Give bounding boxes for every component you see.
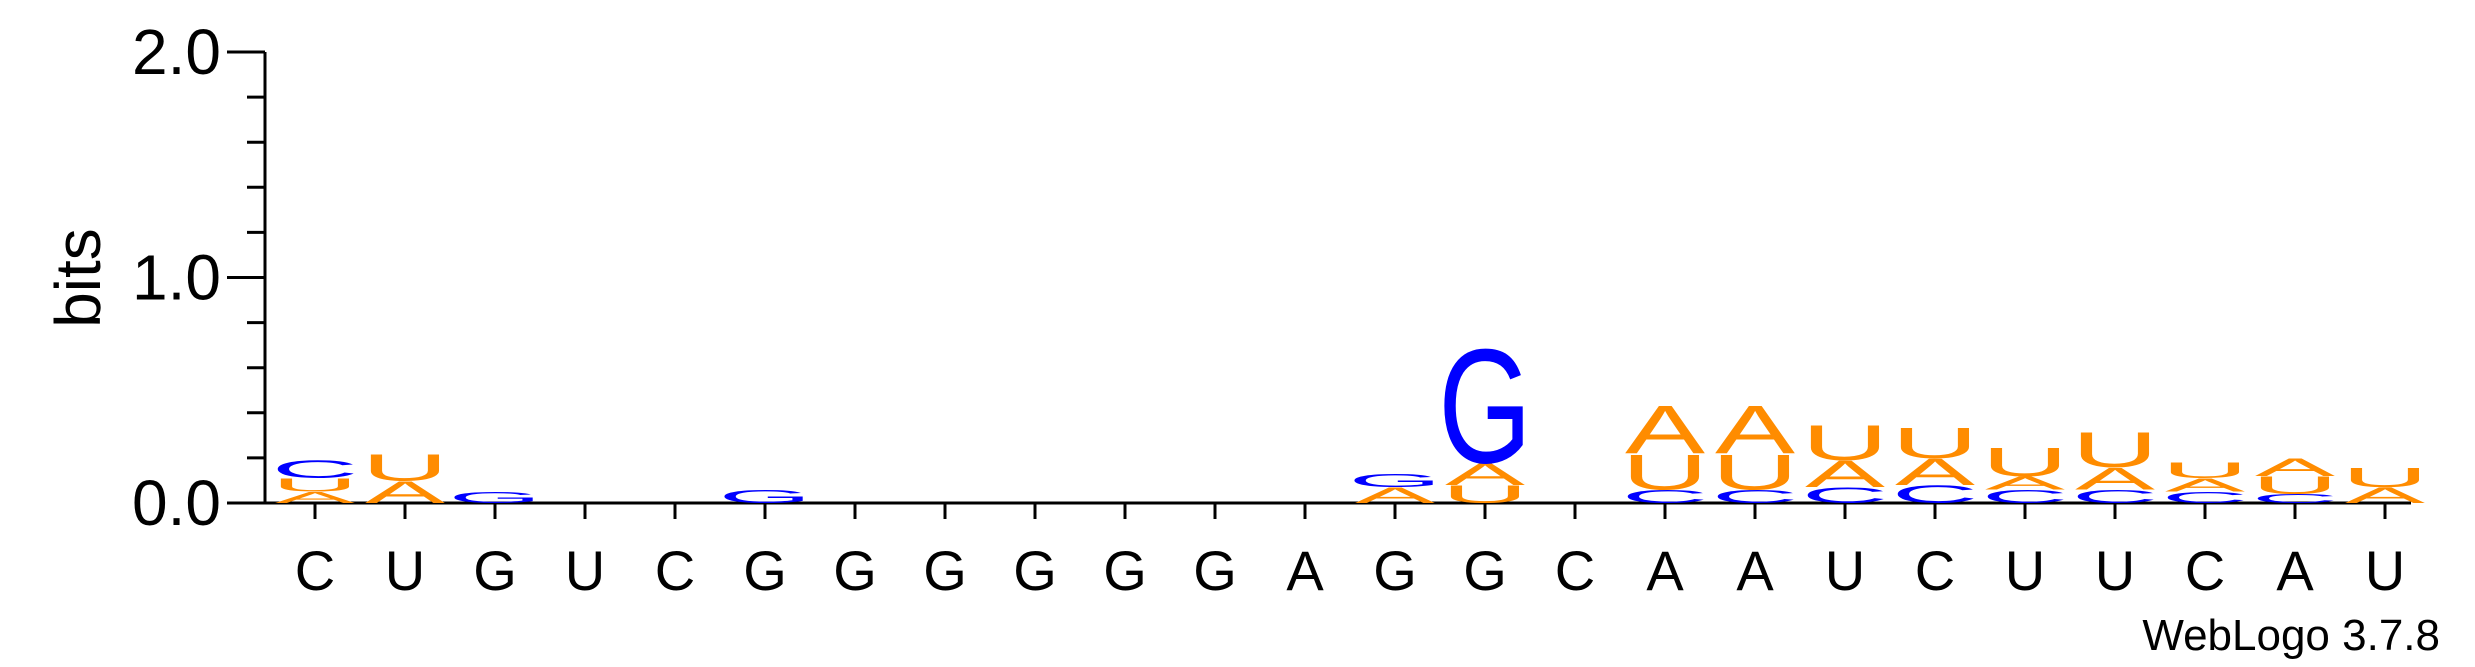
x-tick-label: G	[473, 539, 517, 602]
x-tick-label: C	[295, 539, 335, 602]
x-tick-label: A	[1286, 539, 1324, 602]
logo-letter-A: A	[2075, 461, 2156, 496]
logo-letter-C: C	[2252, 492, 2339, 506]
logo-letter-G: G	[1438, 316, 1531, 498]
y-tick-label: 1.0	[132, 242, 221, 314]
logo-letter-A: A	[365, 475, 446, 510]
logo-letter-A: A	[2165, 475, 2246, 496]
logo-letter-U: U	[2342, 462, 2429, 493]
logo-letter-C: C	[2162, 489, 2249, 506]
x-tick-label: G	[1013, 539, 1057, 602]
x-tick-label: G	[1193, 539, 1237, 602]
x-tick-label: C	[1915, 539, 1955, 602]
x-tick-label: A	[2276, 539, 2314, 602]
x-tick-label: U	[2365, 539, 2405, 602]
logo-letter-C: C	[272, 456, 359, 484]
logo-letter-U: U	[1622, 445, 1709, 501]
logo-letter-C: C	[2072, 486, 2159, 507]
logo-letter-U: U	[2252, 472, 2339, 500]
weblogo-credit: WebLogo 3.7.8	[2142, 611, 2440, 660]
x-tick-label: U	[385, 539, 425, 602]
logo-letter-A: A	[1625, 391, 1706, 468]
x-tick-label: A	[1646, 539, 1684, 602]
y-tick-label: 2.0	[132, 16, 221, 88]
logo-letter-U: U	[1802, 415, 1889, 471]
logo-letter-C: C	[1802, 483, 1889, 507]
logo-letter-U: U	[2072, 422, 2159, 478]
logo-letter-A: A	[2345, 483, 2426, 507]
logo-letter-A: A	[1355, 483, 1436, 507]
logo-letter-A: A	[1985, 473, 2066, 494]
x-tick-label: G	[743, 539, 787, 602]
logo-letter-A: A	[1895, 451, 1976, 493]
x-tick-label: C	[2185, 539, 2225, 602]
x-tick-label: G	[833, 539, 877, 602]
logo-letter-U: U	[2162, 459, 2249, 483]
logo-letter-C: C	[1622, 486, 1709, 507]
logo-letter-U: U	[1712, 445, 1799, 501]
logo-letter-G: G	[448, 489, 541, 506]
x-tick-label: G	[1463, 539, 1507, 602]
y-tick-label: 0.0	[132, 467, 221, 539]
logo-letter-A: A	[1715, 391, 1796, 468]
x-tick-label: G	[1373, 539, 1417, 602]
logo-letter-A: A	[1805, 453, 1886, 495]
logo-letter-U: U	[362, 447, 449, 489]
y-ticks: 0.0 1.0 2.0	[132, 16, 265, 539]
logo-letter-A: A	[275, 489, 355, 506]
x-tick-label: U	[2095, 539, 2135, 602]
logo-letter-U: U	[1892, 419, 1979, 468]
x-tick-label: C	[655, 539, 695, 602]
logo-letter-A: A	[1445, 457, 1526, 492]
logo-letter-U: U	[1982, 439, 2069, 484]
x-tick-label: C	[1555, 539, 1595, 602]
x-tick-label: U	[2005, 539, 2045, 602]
logo-letter-C: C	[1892, 481, 1979, 509]
y-axis-label: bits	[42, 228, 114, 328]
logo-letter-A: A	[2255, 454, 2335, 482]
logo-letter-U: U	[272, 475, 359, 496]
logo-letter-G: G	[718, 486, 811, 507]
y-axis: 0.0 1.0 2.0 bits	[42, 16, 267, 539]
logo-letter-U: U	[1442, 481, 1529, 509]
x-tick-label: A	[1736, 539, 1774, 602]
x-tick-label: U	[565, 539, 605, 602]
x-tick-label: G	[1103, 539, 1147, 602]
logo-letter-C: C	[1712, 486, 1799, 507]
logo-letter-C: C	[1982, 486, 2069, 507]
logo-letter-G: G	[1348, 470, 1441, 491]
x-tick-label: U	[1825, 539, 1865, 602]
x-tick-label: G	[923, 539, 967, 602]
